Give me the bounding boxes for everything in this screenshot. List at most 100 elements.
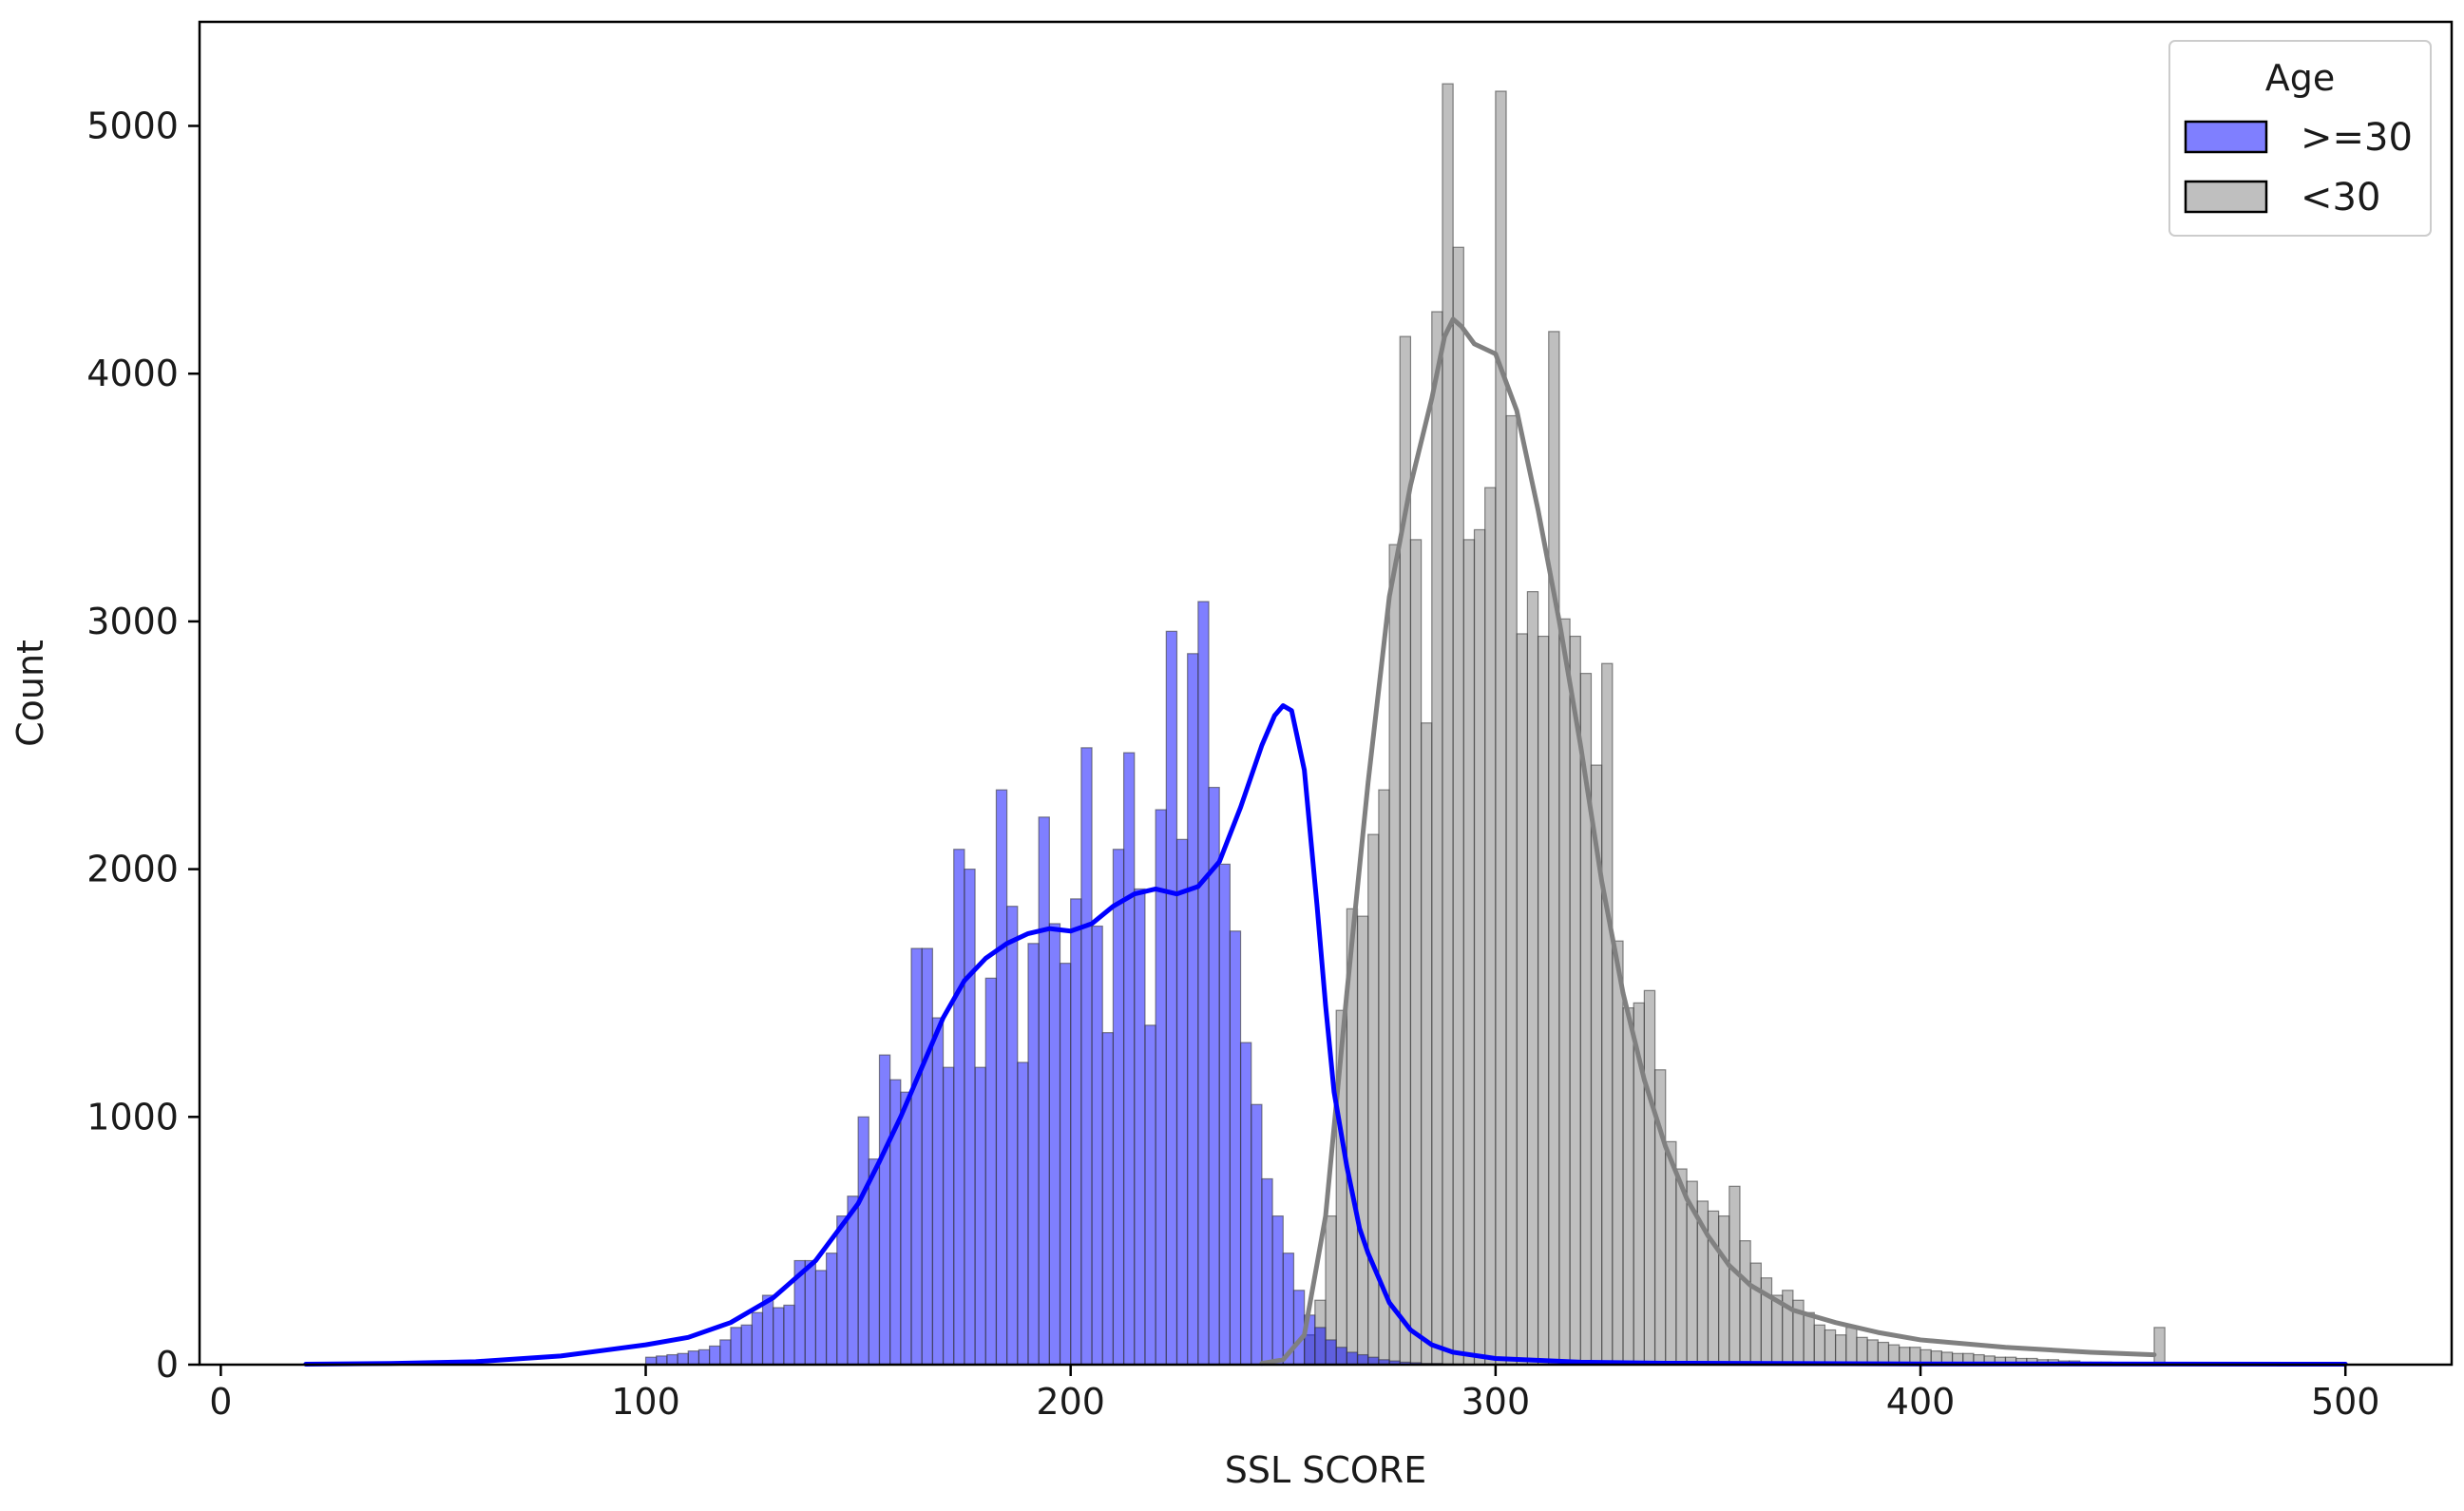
bar-over-30 <box>1122 752 1136 1366</box>
bar-over-30 <box>1251 1103 1263 1366</box>
x-tick-label: 100 <box>611 1381 680 1423</box>
bar-over-30 <box>1165 630 1178 1366</box>
bar-under-30 <box>1739 1240 1751 1366</box>
bar-under-30 <box>1558 618 1571 1366</box>
bar-over-30 <box>1346 1351 1359 1366</box>
bar-over-30 <box>1112 849 1125 1366</box>
x-tick-label: 300 <box>1461 1381 1531 1423</box>
bar-under-30 <box>1431 311 1443 1366</box>
bar-under-30 <box>1813 1324 1826 1366</box>
bar-under-30 <box>2153 1327 2166 1366</box>
y-axis: 0 1000 2000 3000 4000 5000 <box>86 105 200 1386</box>
bar-over-30 <box>687 1350 700 1366</box>
bar-over-30 <box>1027 943 1040 1366</box>
bar-under-30 <box>1442 83 1454 1366</box>
bar-over-30 <box>783 1304 795 1366</box>
bar-over-30 <box>995 789 1008 1366</box>
bar-under-30 <box>1612 940 1624 1366</box>
legend-label-over-30: >=30 <box>2301 116 2413 160</box>
bar-under-30 <box>1856 1336 1868 1366</box>
bar-over-30 <box>1144 1024 1156 1366</box>
bar-over-30 <box>1017 1062 1029 1366</box>
bar-over-30 <box>931 1017 945 1366</box>
bar-under-30 <box>1877 1341 1890 1366</box>
kde-line-under-30 <box>1259 316 2157 1367</box>
bar-under-30 <box>1473 528 1486 1366</box>
x-tick-label: 500 <box>2311 1381 2380 1423</box>
bar-over-30 <box>1239 1042 1252 1366</box>
bar-under-30 <box>1866 1339 1879 1366</box>
bar-over-30 <box>1038 816 1050 1366</box>
bar-over-30 <box>1229 930 1242 1366</box>
x-tick-label: 200 <box>1036 1381 1105 1423</box>
bar-over-30 <box>656 1355 668 1366</box>
bar-under-30 <box>1495 90 1507 1366</box>
bar-over-30 <box>974 1066 986 1366</box>
bar-over-30 <box>1070 898 1082 1366</box>
bar-under-30 <box>1356 915 1369 1366</box>
bar-over-30 <box>1006 906 1019 1366</box>
bar-over-30 <box>666 1353 678 1366</box>
x-tick-label: 0 <box>209 1381 232 1423</box>
y-tick-label: 0 <box>156 1344 179 1386</box>
bar-under-30 <box>1749 1262 1762 1366</box>
bar-under-30 <box>1537 635 1550 1366</box>
bar-over-30 <box>740 1324 753 1366</box>
kde-layer <box>303 316 2348 1367</box>
x-axis-label: SSL SCORE <box>1225 1449 1426 1491</box>
bar-over-30 <box>677 1352 689 1366</box>
legend-title: Age <box>2265 57 2336 99</box>
bar-under-30 <box>1409 539 1423 1366</box>
legend: Age >=30 <30 <box>2168 40 2432 237</box>
bar-over-30 <box>868 1158 881 1366</box>
bar-over-30 <box>964 868 976 1366</box>
bar-over-30 <box>1080 747 1093 1366</box>
bar-over-30 <box>847 1195 859 1366</box>
bar-under-30 <box>1622 1006 1634 1366</box>
bar-under-30 <box>1388 544 1401 1366</box>
bar-under-30 <box>1484 487 1497 1366</box>
bar-over-30 <box>814 1270 828 1366</box>
bar-over-30 <box>1292 1290 1306 1366</box>
bar-over-30 <box>1059 963 1072 1366</box>
x-tick-label: 400 <box>1886 1381 1956 1423</box>
bar-under-30 <box>1452 246 1464 1366</box>
bar-under-30 <box>1718 1215 1730 1366</box>
bar-over-30 <box>1271 1215 1284 1366</box>
bar-over-30 <box>1175 838 1189 1366</box>
bar-over-30 <box>953 849 965 1366</box>
bar-under-30 <box>1516 633 1529 1366</box>
bar-over-30 <box>857 1116 869 1366</box>
bar-over-30 <box>804 1259 816 1366</box>
y-tick-label: 5000 <box>86 105 179 146</box>
bar-under-30 <box>1665 1140 1677 1366</box>
bar-under-30 <box>1367 833 1380 1366</box>
bar-under-30 <box>1845 1327 1858 1366</box>
bar-under-30 <box>1462 539 1476 1366</box>
bar-over-30 <box>751 1311 764 1366</box>
bar-under-30 <box>1548 331 1560 1366</box>
legend-swatch-under-30 <box>2184 180 2268 214</box>
x-axis: 0 100 200 300 400 500 <box>209 1365 2379 1423</box>
bar-under-30 <box>1782 1290 1794 1366</box>
bar-over-30 <box>730 1327 742 1366</box>
legend-swatch-over-30 <box>2184 120 2268 154</box>
bar-over-30 <box>921 947 933 1366</box>
bar-over-30 <box>836 1215 849 1366</box>
bar-over-30 <box>910 947 923 1366</box>
y-tick-label: 4000 <box>86 353 179 394</box>
bar-over-30 <box>984 977 998 1366</box>
y-tick-label: 3000 <box>86 601 179 642</box>
bar-over-30 <box>1101 1032 1115 1366</box>
bar-under-30 <box>1601 662 1614 1366</box>
bar-over-30 <box>1187 653 1199 1366</box>
bar-over-30 <box>942 1066 955 1366</box>
y-axis-label: Count <box>10 640 51 747</box>
bar-over-30 <box>1325 1339 1337 1366</box>
y-tick-label: 1000 <box>86 1096 179 1138</box>
bar-under-30 <box>1421 722 1433 1366</box>
bar-over-30 <box>1134 888 1146 1366</box>
bar-over-30 <box>719 1339 732 1366</box>
bar-over-30 <box>1091 925 1103 1366</box>
